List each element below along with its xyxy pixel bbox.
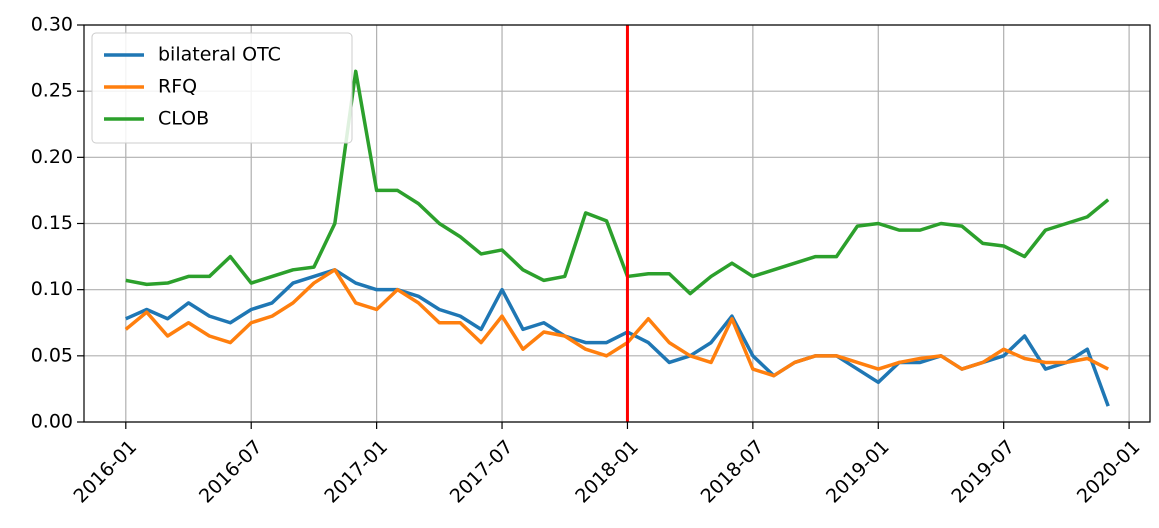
y-tick-label: 0.00	[31, 411, 73, 433]
x-tick-label: 2020-01	[1073, 436, 1145, 508]
y-tick-label: 0.25	[31, 80, 73, 102]
y-tick-label: 0.05	[31, 344, 73, 366]
plot-frame	[83, 24, 1151, 423]
y-tick-label: 0.15	[31, 212, 73, 234]
x-tick-label: 2016-01	[70, 436, 142, 508]
legend-label: bilateral OTC	[158, 44, 281, 66]
x-tick-label: 2016-07	[195, 436, 267, 508]
series-line	[124, 268, 1109, 378]
legend-box	[91, 32, 353, 144]
legend-label: CLOB	[158, 108, 209, 130]
y-tick-label: 0.20	[31, 146, 73, 168]
y-tick-label: 0.30	[31, 14, 73, 36]
x-tick-label: 2018-01	[571, 436, 643, 508]
x-tick-label: 2017-01	[320, 436, 392, 508]
y-tick-label: 0.10	[31, 278, 73, 300]
x-tick-label: 2019-07	[947, 436, 1019, 508]
x-tick-label: 2018-07	[697, 436, 769, 508]
legend-label: RFQ	[158, 76, 197, 98]
series-line	[125, 69, 1110, 296]
x-tick-label: 2019-01	[822, 436, 894, 508]
x-tick-label: 2017-07	[446, 436, 518, 508]
